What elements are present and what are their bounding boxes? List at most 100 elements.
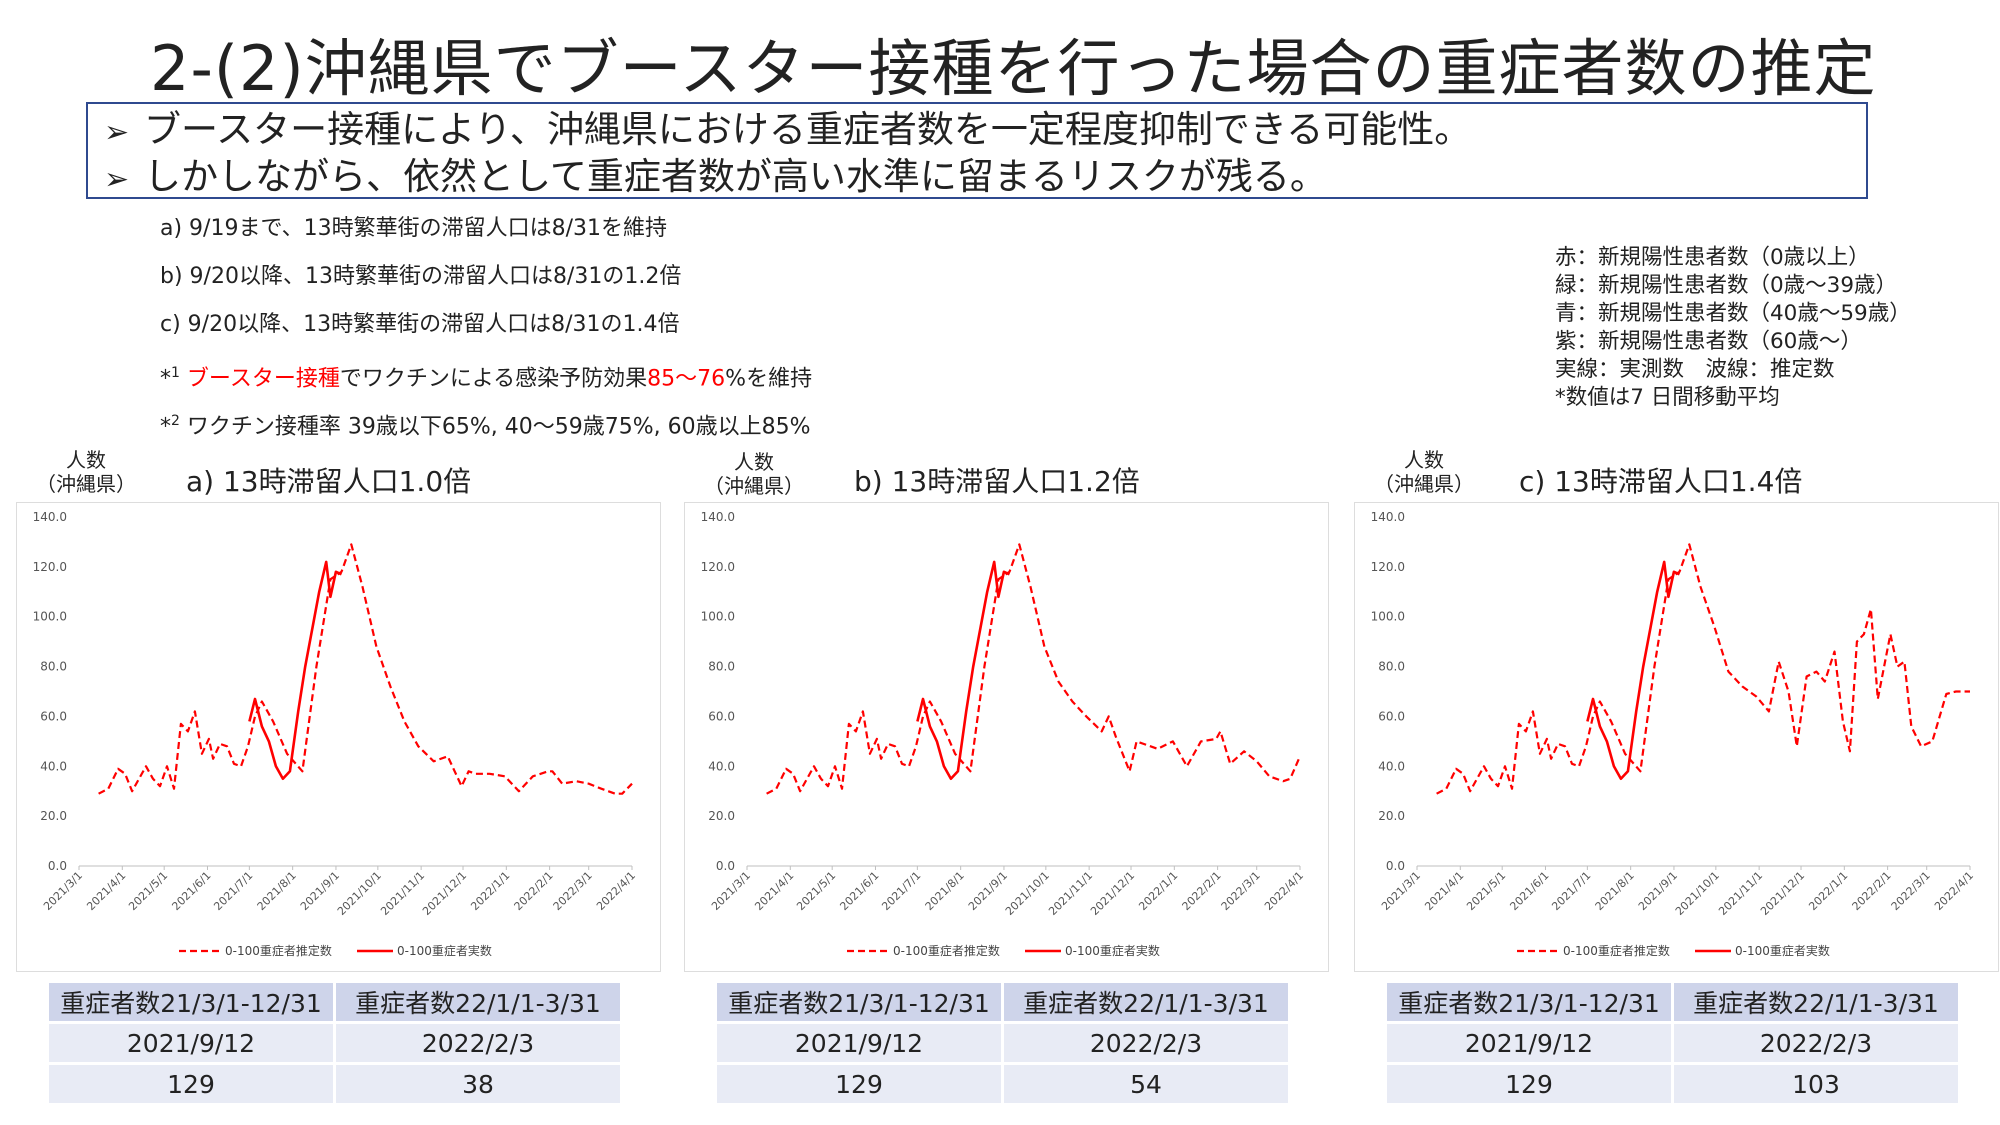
y-tick-label: 140.0 — [1371, 510, 1405, 524]
y-tick-label: 80.0 — [1378, 660, 1405, 674]
note-2: *2 ワクチン接種率 39歳以下65%, 40～59歳75%, 60歳以上85% — [160, 407, 812, 455]
y-tick-label: 20.0 — [1378, 809, 1405, 823]
x-tick-label: 2021/4/1 — [1422, 869, 1466, 913]
y-tick-label: 140.0 — [701, 510, 735, 524]
y-axis-label: 人数 （沖縄県） — [1354, 448, 1494, 496]
x-tick-label: 2022/1/1 — [1136, 869, 1180, 913]
x-tick-label: 2022/4/1 — [594, 869, 638, 913]
x-tick-label: 2021/8/1 — [255, 869, 299, 913]
y-axis-label-line1: 人数 — [1404, 448, 1444, 472]
table-header-cell: 重症者数22/1/1-3/31 — [336, 983, 620, 1021]
x-tick-label: 2021/10/1 — [335, 869, 384, 918]
legend-actual-label: 0-100重症者実数 — [397, 943, 492, 958]
chart-title-b: b) 13時滞留人口1.2倍 — [854, 465, 1140, 498]
table-value-cell: 129 — [1387, 1065, 1671, 1103]
x-tick-label: 2021/9/1 — [966, 869, 1010, 913]
y-tick-label: 0.0 — [716, 859, 735, 873]
note-2-mark: * — [160, 414, 171, 440]
table-value-cell: 38 — [336, 1065, 620, 1103]
x-tick-label: 2021/8/1 — [923, 869, 967, 913]
y-tick-label: 60.0 — [708, 709, 735, 723]
note-b: b) 9/20以降、13時繁華街の滞留人口は8/31の1.2倍 — [160, 264, 682, 289]
x-tick-label: 2021/3/1 — [1379, 869, 1423, 913]
x-tick-label: 2022/2/1 — [1180, 869, 1224, 913]
table-header-cell: 重症者数21/3/1-12/31 — [1387, 983, 1671, 1021]
table-date-cell: 2022/2/3 — [1004, 1024, 1288, 1062]
color-legend-notes: 赤：新規陽性患者数（0歳以上） 緑：新規陽性患者数（0歳～39歳） 青：新規陽性… — [1555, 244, 1911, 412]
y-axis-label: 人数 （沖縄県） — [16, 448, 156, 496]
x-tick-label: 2021/7/1 — [1549, 869, 1593, 913]
x-tick-label: 2021/9/1 — [298, 869, 342, 913]
x-tick-label: 2021/12/1 — [1088, 869, 1137, 918]
arrow-bullet-icon: ➢ — [104, 115, 130, 150]
chart-title-a: a) 13時滞留人口1.0倍 — [186, 465, 472, 498]
legend-note-line-style: 実線：実測数 波線：推定数 — [1555, 357, 1835, 382]
chart-panel-b: 人数 （沖縄県） b) 13時滞留人口1.2倍 0.0 20.0 40.0 60.0 8… — [684, 448, 1344, 1103]
table-value-cell: 129 — [717, 1065, 1001, 1103]
y-axis-label-line1: 人数 — [66, 448, 106, 472]
table-value-cell: 103 — [1674, 1065, 1958, 1103]
summary-line-2: ➢ しかしながら、依然として重症者数が高い水準に留まるリスクが残る。 — [104, 155, 1866, 202]
stats-table-c: 重症者数21/3/1-12/31 重症者数22/1/1-3/31 2021/9/1… — [1384, 980, 1961, 1106]
x-tick-label: 2021/8/1 — [1593, 869, 1637, 913]
note-c: c) 9/20以降、13時繁華街の滞留人口は8/31の1.4倍 — [160, 312, 680, 337]
chart-frame-a: 0.0 20.0 40.0 60.0 80.0 100.0 120.0 140.0 2021/3… — [16, 502, 661, 972]
legend-actual-label: 0-100重症者実数 — [1735, 943, 1830, 958]
y-axis-label-line2: （沖縄県） — [1374, 472, 1474, 496]
table-header-cell: 重症者数22/1/1-3/31 — [1004, 983, 1288, 1021]
summary-text-2: しかしながら、依然として重症者数が高い水準に留まるリスクが残る。 — [144, 155, 1327, 198]
page-title: 2-(2)沖縄県でブースター接種を行った場合の重症者数の推定 — [150, 32, 1877, 105]
note-1-red-text: ブースター接種 — [186, 366, 340, 392]
x-tick-label: 2021/12/1 — [1758, 869, 1807, 918]
table-header-cell: 重症者数21/3/1-12/31 — [717, 983, 1001, 1021]
note-2-text: ワクチン接種率 39歳以下65%, 40～59歳75%, 60歳以上85% — [186, 414, 811, 440]
legend-note-purple: 紫：新規陽性患者数（60歳～） — [1555, 329, 1862, 354]
note-1-sup: 1 — [171, 365, 180, 381]
x-tick-label: 2021/6/1 — [1507, 869, 1551, 913]
x-tick-label: 2022/4/1 — [1262, 869, 1306, 913]
y-tick-label: 80.0 — [40, 660, 67, 674]
table-header-cell: 重症者数22/1/1-3/31 — [1674, 983, 1958, 1021]
x-tick-label: 2022/4/1 — [1932, 869, 1976, 913]
note-1: *1 ブースター接種でワクチンによる感染予防効果85～76%を維持 — [160, 359, 812, 407]
chart-frame-c: 0.0 20.0 40.0 60.0 80.0 100.0 120.0 140.0 2021/3… — [1354, 502, 1999, 972]
x-tick-label: 2021/11/1 — [1046, 869, 1095, 918]
y-tick-label: 140.0 — [33, 510, 67, 524]
y-tick-label: 40.0 — [1378, 759, 1405, 773]
y-tick-label: 0.0 — [1386, 859, 1405, 873]
note-a: a) 9/19まで、13時繁華街の滞留人口は8/31を維持 — [160, 216, 667, 241]
note-1-text: でワクチンによる感染予防効果 — [339, 366, 648, 392]
legend-note-green: 緑：新規陽性患者数（0歳～39歳） — [1555, 273, 1898, 298]
x-tick-label: 2021/7/1 — [211, 869, 255, 913]
y-tick-label: 40.0 — [40, 759, 67, 773]
x-tick-label: 2021/4/1 — [752, 869, 796, 913]
chart-panel-a: 人数 （沖縄県） a) 13時滞留人口1.0倍 0.0 20.0 40.0 60.0 8… — [16, 448, 676, 1103]
stats-table-a: 重症者数21/3/1-12/31 重症者数22/1/1-3/31 2021/9/1… — [46, 980, 623, 1106]
x-tick-label: 2021/5/1 — [794, 869, 838, 913]
y-tick-label: 100.0 — [1371, 610, 1405, 624]
x-tick-label: 2022/1/1 — [468, 869, 512, 913]
x-tick-label: 2021/12/1 — [420, 869, 469, 918]
legend-estimated-label: 0-100重症者推定数 — [893, 943, 1000, 958]
legend-note-moving-average: *数値は7 日間移動平均 — [1555, 385, 1780, 410]
y-tick-label: 20.0 — [40, 809, 67, 823]
x-tick-label: 2021/9/1 — [1636, 869, 1680, 913]
table-date-cell: 2022/2/3 — [1674, 1024, 1958, 1062]
summary-box: ➢ ブースター接種により、沖縄県における重症者数を一定程度抑制できる可能性。 ➢ し… — [86, 102, 1868, 199]
x-tick-label: 2022/3/1 — [1889, 869, 1933, 913]
y-tick-label: 120.0 — [33, 560, 67, 574]
line-chart-a: 0.0 20.0 40.0 60.0 80.0 100.0 120.0 140.0 2021/3… — [33, 510, 638, 958]
x-tick-label: 2022/2/1 — [512, 869, 556, 913]
y-axis-label: 人数 （沖縄県） — [684, 450, 824, 498]
arrow-bullet-icon: ➢ — [104, 162, 130, 197]
note-1-end: %を維持 — [725, 366, 813, 392]
x-tick-label: 2022/1/1 — [1806, 869, 1850, 913]
legend-note-red: 赤：新規陽性患者数（0歳以上） — [1555, 245, 1870, 270]
y-tick-label: 100.0 — [33, 610, 67, 624]
y-tick-label: 40.0 — [708, 759, 735, 773]
x-tick-label: 2021/11/1 — [1716, 869, 1765, 918]
table-date-cell: 2021/9/12 — [1387, 1024, 1671, 1062]
legend-note-blue: 青：新規陽性患者数（40歳～59歳） — [1555, 301, 1911, 326]
actual-series-line — [1586, 560, 1681, 781]
x-tick-label: 2021/6/1 — [169, 869, 213, 913]
